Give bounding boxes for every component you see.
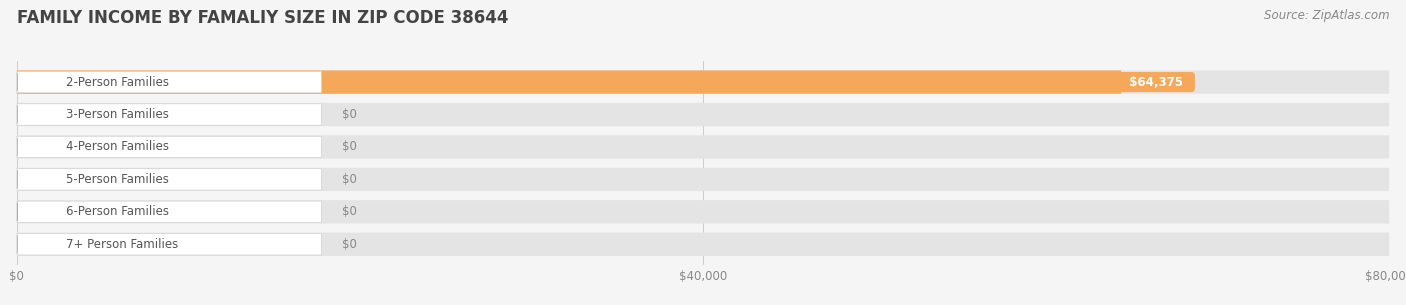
Text: $0: $0 xyxy=(342,108,357,121)
Text: 5-Person Families: 5-Person Families xyxy=(66,173,169,186)
FancyBboxPatch shape xyxy=(17,233,1389,256)
Text: $0: $0 xyxy=(342,173,357,186)
FancyBboxPatch shape xyxy=(17,136,322,158)
FancyBboxPatch shape xyxy=(17,103,1389,126)
Text: $0: $0 xyxy=(342,205,357,218)
Text: FAMILY INCOME BY FAMALIY SIZE IN ZIP CODE 38644: FAMILY INCOME BY FAMALIY SIZE IN ZIP COD… xyxy=(17,9,509,27)
FancyBboxPatch shape xyxy=(17,70,1121,94)
Text: 3-Person Families: 3-Person Families xyxy=(66,108,169,121)
FancyBboxPatch shape xyxy=(17,200,1389,224)
Text: 2-Person Families: 2-Person Families xyxy=(66,76,169,88)
FancyBboxPatch shape xyxy=(17,70,1389,94)
FancyBboxPatch shape xyxy=(17,234,322,255)
Text: Source: ZipAtlas.com: Source: ZipAtlas.com xyxy=(1264,9,1389,22)
FancyBboxPatch shape xyxy=(17,168,1389,191)
Text: $0: $0 xyxy=(342,141,357,153)
FancyBboxPatch shape xyxy=(17,201,322,223)
FancyBboxPatch shape xyxy=(17,71,322,93)
Text: 7+ Person Families: 7+ Person Families xyxy=(66,238,179,251)
Text: $64,375: $64,375 xyxy=(1121,76,1191,88)
FancyBboxPatch shape xyxy=(17,169,322,190)
FancyBboxPatch shape xyxy=(17,104,322,125)
Text: $0: $0 xyxy=(342,238,357,251)
Text: 6-Person Families: 6-Person Families xyxy=(66,205,169,218)
FancyBboxPatch shape xyxy=(17,135,1389,159)
Text: 4-Person Families: 4-Person Families xyxy=(66,141,169,153)
